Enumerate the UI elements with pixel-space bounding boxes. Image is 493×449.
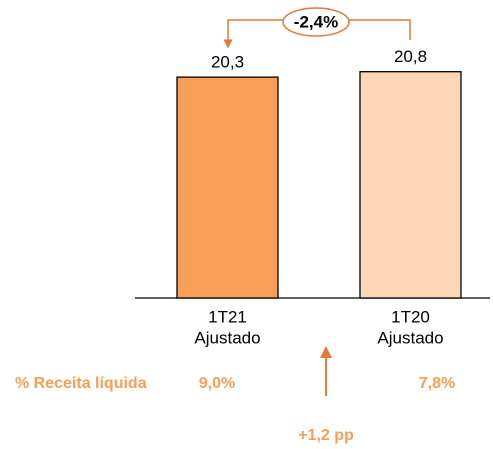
difference-label: +1,2 pp — [298, 427, 354, 444]
x-tick-label: 1T20 — [391, 307, 430, 326]
x-tick-label: Ajustado — [377, 328, 443, 347]
change-badge — [282, 7, 350, 37]
change-label: -2,4% — [294, 12, 338, 31]
x-tick-label: 1T21 — [208, 307, 247, 326]
value-label: 20,3 — [211, 53, 244, 72]
x-tick-label: Ajustado — [194, 328, 260, 347]
value-label: 20,8 — [394, 47, 427, 66]
bar — [359, 71, 462, 299]
row-value: 7,8% — [419, 375, 455, 392]
bar — [176, 76, 279, 299]
row-value: 9,0% — [199, 375, 235, 392]
row-label: % Receita líquida — [15, 375, 147, 392]
